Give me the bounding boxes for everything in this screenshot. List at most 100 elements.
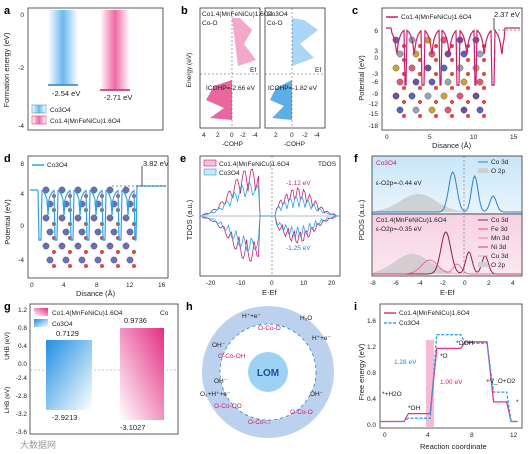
lattice-atom	[122, 242, 130, 250]
lom-species: H⁺+e⁻	[242, 313, 262, 320]
lattice-atom	[460, 106, 468, 114]
xtick: 0	[230, 132, 234, 139]
panel-a-ylabel: Formation energy (eV)	[2, 32, 11, 108]
xtick: 16	[158, 282, 166, 289]
xtick: 4	[511, 280, 515, 287]
oxygen-atom	[482, 86, 486, 90]
panel-b-left-title: Co1.4(MnFeNiCu)1.6O4	[202, 11, 273, 18]
panel-b-left-ef: Ef	[250, 67, 256, 74]
oxygen-atom	[466, 114, 470, 118]
lattice-atom	[408, 64, 416, 72]
ytick: 0.8	[18, 325, 27, 332]
panel-g-label: g	[4, 301, 11, 313]
panel-b-right-sub: Co-O	[267, 20, 283, 27]
panel-e-v1: -1.12 eV	[286, 180, 311, 187]
legend-swatch-co3o4	[203, 168, 217, 176]
oxygen-atom	[52, 264, 56, 268]
ytick: 0.0	[18, 361, 27, 368]
oxygen-atom	[100, 264, 104, 268]
panel-b-left-icohp: ICOHP=-2.66 eV	[206, 85, 256, 92]
panel-d-xlabel: Disance (Å)	[76, 289, 116, 298]
xtick: -2	[440, 280, 446, 287]
lattice-atom	[42, 242, 50, 250]
oxygen-atom	[434, 114, 438, 118]
oxygen-atom	[132, 222, 136, 226]
panel-c-potential-curve	[386, 27, 520, 86]
oxygen-atom	[116, 264, 120, 268]
xtick: 4	[426, 432, 430, 439]
legend-top-o: O 2p	[491, 168, 505, 175]
xtick: 10	[470, 134, 478, 141]
panel-i-highlight	[426, 340, 434, 428]
lom-species: O-Co-O	[258, 325, 281, 332]
oxygen-atom	[52, 222, 56, 226]
ann: *OOH	[456, 340, 474, 347]
panel-g-uhb-label: UHB (eV)	[4, 332, 11, 360]
panel-f-bottom-title: Co1.4(MnFeNiCu)1.6O4	[376, 217, 447, 224]
ytick: 1.6	[367, 318, 376, 325]
legend-item: Co 3d	[491, 217, 509, 224]
oxygen-atom	[68, 250, 72, 254]
lattice-atom	[424, 64, 432, 72]
oxygen-atom	[482, 58, 486, 62]
watermark: 大数据网	[20, 439, 56, 450]
oxygen-atom	[52, 250, 56, 254]
legend-swatch-top-o	[478, 168, 488, 173]
lattice-atom	[58, 214, 66, 222]
cohp-left-bonding	[206, 80, 232, 120]
panel-d-title: Co3O4	[47, 162, 68, 169]
oxygen-atom	[434, 44, 438, 48]
xtick: -6	[393, 280, 399, 287]
legend-swatch	[478, 262, 488, 267]
ytick: 6	[374, 28, 378, 35]
ann-value: 1.28 eV	[394, 359, 417, 366]
oxygen-atom	[434, 100, 438, 104]
xtick: 8	[95, 282, 99, 289]
panel-a: a Formation energy (eV) 0 -2 -4 -2.54 eV…	[2, 5, 164, 131]
legend-item: O 2p	[491, 262, 505, 269]
legend-swatch-co3o4	[34, 319, 48, 327]
legend-hea: Co1.4(MnFeNiCu)1.6O4	[52, 310, 123, 317]
panel-f-top-eps: ε-O2p=-0.44 eV	[376, 180, 422, 187]
legend-co3o4: Co3O4	[52, 321, 73, 328]
ytick: 0	[374, 55, 378, 62]
lattice-atom	[74, 242, 82, 250]
lattice-atom	[392, 64, 400, 72]
oxygen-atom	[450, 58, 454, 62]
lattice-atom	[106, 214, 114, 222]
lattice-atom	[74, 214, 82, 222]
oxygen-atom	[450, 114, 454, 118]
panel-c-ylabel: Potential (eV)	[357, 55, 366, 101]
lom-cycle-path	[219, 323, 317, 421]
panel-e-label: e	[180, 153, 186, 165]
panel-b-left-xticks: 4 2 0 -2 -4	[202, 132, 258, 139]
legend-item: Cu 3d	[491, 253, 509, 260]
legend-item: Fe 3d	[491, 226, 508, 233]
legend-hea: Co1.4(MnFeNiCu)1.6O4	[219, 161, 290, 168]
panel-g-frame	[29, 303, 179, 435]
lattice-atom	[90, 242, 98, 250]
xtick: 4	[202, 132, 206, 139]
oxygen-atom	[418, 100, 422, 104]
ytick: -4	[18, 257, 24, 264]
tdos-hea-down	[200, 215, 340, 262]
panel-d-frame	[27, 155, 169, 279]
lattice-atom	[58, 242, 66, 250]
hb-hea	[120, 328, 164, 420]
oxygen-atom	[482, 100, 486, 104]
panel-f-label: f	[354, 153, 358, 165]
panel-b-right-icohp: ICOHP=-1.82 eV	[268, 85, 318, 92]
lom-species: OH⁻	[212, 342, 226, 349]
lattice-atom	[412, 78, 420, 86]
oxygen-atom	[466, 100, 470, 104]
xtick: -20	[206, 280, 216, 287]
lattice-atom	[396, 106, 404, 114]
oxygen-atom	[418, 86, 422, 90]
lattice-atom	[94, 228, 102, 236]
legend-swatch-hea	[203, 159, 217, 167]
lattice-atom	[424, 92, 432, 100]
oxygen-atom	[68, 222, 72, 226]
panel-a-ytick: 0	[20, 12, 24, 19]
tdos-co3o4-down	[200, 215, 340, 253]
